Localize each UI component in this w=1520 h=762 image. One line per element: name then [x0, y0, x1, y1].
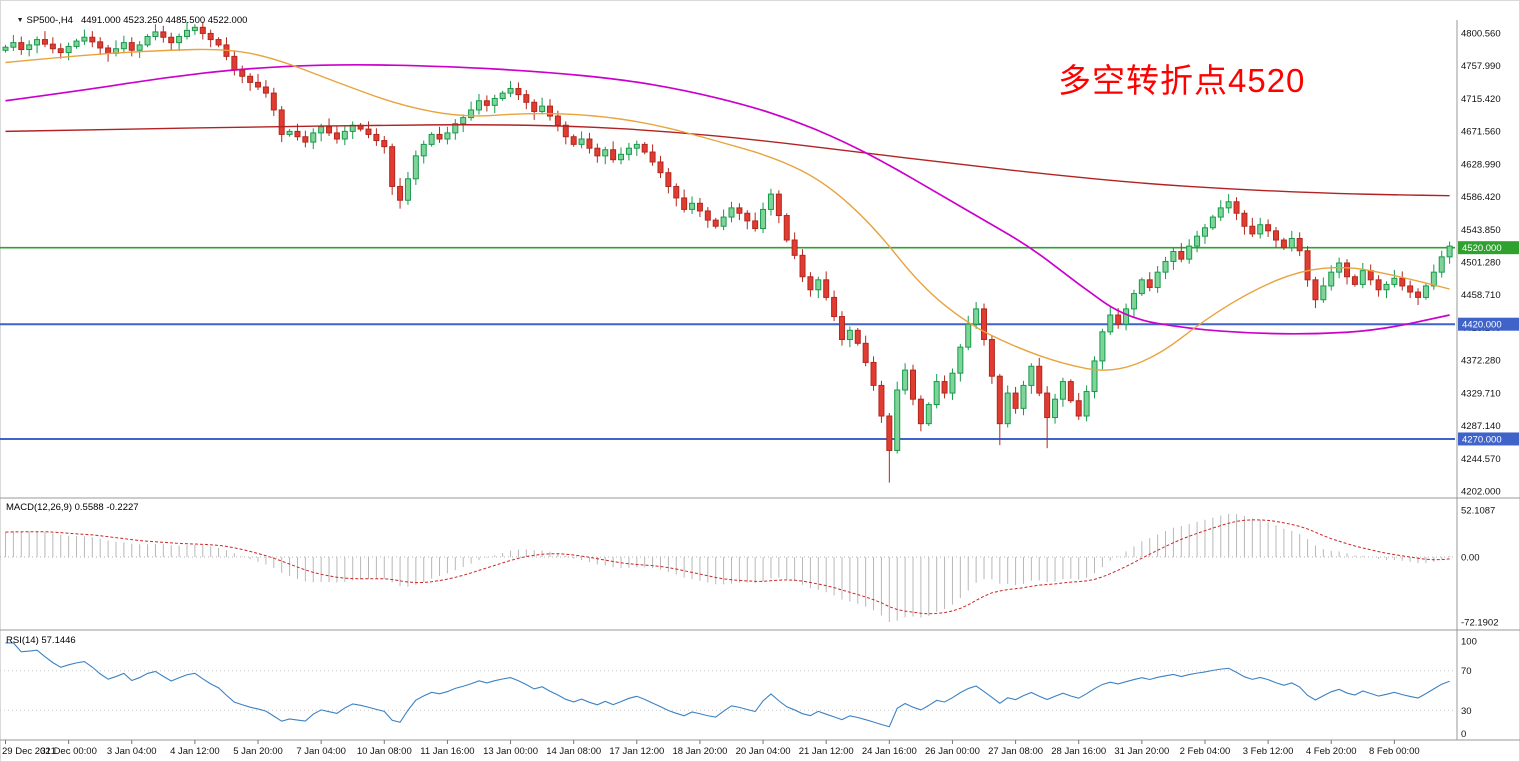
price-axis-label: 4244.570 — [1461, 454, 1501, 465]
price-axis-label: 4458.710 — [1461, 290, 1501, 301]
time-axis-label: 17 Jan 12:00 — [609, 746, 664, 757]
hline-price-badge[interactable] — [1458, 241, 1519, 255]
time-axis-label: 18 Jan 20:00 — [672, 746, 727, 757]
time-axis-label: 3 Feb 12:00 — [1243, 746, 1294, 757]
price-axis-label: 4543.850 — [1461, 225, 1501, 236]
time-axis-label: 5 Jan 20:00 — [233, 746, 283, 757]
macd-histogram — [5, 513, 1451, 622]
macd-label: MACD(12,26,9) 0.5588 -0.2227 — [6, 502, 139, 513]
rsi-axis: 100 70 30 0 — [1461, 637, 1477, 741]
rsi-line — [5, 642, 1450, 728]
time-axis-label: 4 Feb 20:00 — [1306, 746, 1357, 757]
candles — [2, 21, 1453, 483]
horizontal-lines[interactable] — [0, 246, 1455, 440]
price-axis: 4800.560 4757.990 4715.420 4671.560 4628.990… — [1458, 29, 1519, 498]
price-axis-label: 4202.000 — [1461, 487, 1501, 498]
time-axis-label: 28 Jan 16:00 — [1051, 746, 1106, 757]
time-axis-label: 11 Jan 16:00 — [420, 746, 474, 757]
time-axis-label: 7 Jan 04:00 — [296, 746, 346, 757]
time-axis-label: 8 Feb 00:00 — [1369, 746, 1420, 757]
rsi-axis-label: 100 — [1461, 637, 1477, 648]
rsi-label: RSI(14) 57.1446 — [6, 635, 76, 646]
time-axis-label: 20 Jan 04:00 — [736, 746, 791, 757]
price-axis-label: 4628.990 — [1461, 159, 1501, 170]
time-axis-label: 3 Jan 04:00 — [107, 746, 157, 757]
time-axis-label: 10 Jan 08:00 — [357, 746, 412, 757]
time-axis-label: 2 Feb 04:00 — [1180, 746, 1231, 757]
price-axis-label: 4501.280 — [1461, 258, 1501, 269]
time-axis-label: 24 Jan 16:00 — [862, 746, 917, 757]
price-axis-label: 4329.710 — [1461, 388, 1501, 399]
ma-medium-magenta — [5, 63, 1450, 335]
hline-price-badge-label: 4270.000 — [1462, 434, 1502, 445]
time-axis-label: 26 Jan 00:00 — [925, 746, 980, 757]
rsi-axis-label: 30 — [1461, 706, 1472, 717]
time-axis-label: 4 Jan 12:00 — [170, 746, 220, 757]
macd-axis-label: 0.00 — [1461, 553, 1480, 564]
macd-axis-label: -72.1902 — [1461, 617, 1499, 628]
price-axis-label: 4287.140 — [1461, 421, 1501, 432]
time-axis-label: 13 Jan 00:00 — [483, 746, 538, 757]
rsi-axis-label: 0 — [1461, 729, 1466, 740]
price-axis-label: 4372.280 — [1461, 356, 1501, 367]
price-axis-label: 4757.990 — [1461, 61, 1501, 72]
time-axis-label: 21 Jan 12:00 — [799, 746, 854, 757]
time-axis-label: 27 Jan 08:00 — [988, 746, 1043, 757]
hline-price-badge-label: 4520.000 — [1462, 243, 1502, 254]
hline-price-badge[interactable] — [1458, 317, 1519, 331]
price-axis-label: 4586.420 — [1461, 192, 1501, 203]
time-axis-label: 29 Dec 2021 — [2, 746, 56, 757]
hline-price-badge[interactable] — [1458, 432, 1519, 446]
rsi-axis-label: 70 — [1461, 666, 1472, 677]
ma-slow-red — [5, 124, 1450, 197]
symbol-title: SP500-,H4 — [26, 15, 73, 26]
macd-signal-line — [5, 519, 1450, 615]
macd-axis-label: 52.1087 — [1461, 506, 1495, 517]
price-axis-label: 4800.560 — [1461, 29, 1501, 40]
macd-axis: 52.1087 0.00 -72.1902 — [1461, 506, 1499, 629]
time-axis-label: 14 Jan 08:00 — [546, 746, 601, 757]
symbol-dropdown-icon[interactable]: ▼ — [16, 17, 24, 24]
chart-header: ▼ SP500-,H4 4491.000 4523.250 4485.500 452… — [6, 4, 248, 37]
ohlc-values: 4491.000 4523.250 4485.500 4522.000 — [80, 15, 248, 26]
time-axis-label: 31 Jan 20:00 — [1114, 746, 1169, 757]
hline-price-badge-label: 4420.000 — [1462, 320, 1502, 331]
annotation-text: 多空转折点4520 — [1058, 62, 1306, 99]
ma-fast-orange — [5, 48, 1450, 371]
pane-separators — [0, 20, 1520, 741]
price-axis-label: 4715.420 — [1461, 94, 1501, 105]
time-axis-label: 31 Dec 00:00 — [40, 746, 97, 757]
price-axis-label: 4671.560 — [1461, 127, 1501, 138]
